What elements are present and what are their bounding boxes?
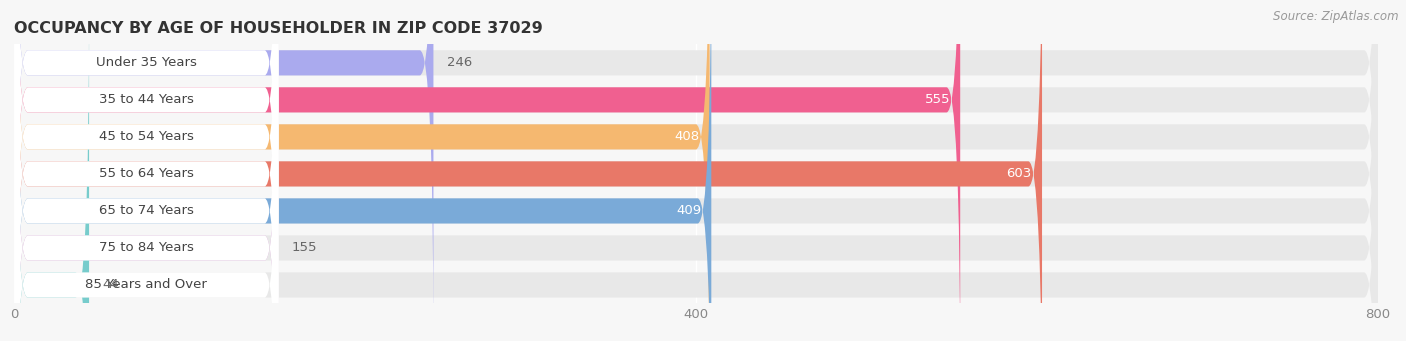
Text: 246: 246 <box>447 56 472 69</box>
Text: 85 Years and Over: 85 Years and Over <box>86 279 207 292</box>
FancyBboxPatch shape <box>14 0 1378 341</box>
Text: 409: 409 <box>676 205 702 218</box>
Text: Under 35 Years: Under 35 Years <box>96 56 197 69</box>
FancyBboxPatch shape <box>14 0 278 341</box>
FancyBboxPatch shape <box>14 1 1378 341</box>
Text: 45 to 54 Years: 45 to 54 Years <box>98 130 194 143</box>
FancyBboxPatch shape <box>14 1 278 341</box>
FancyBboxPatch shape <box>14 0 278 341</box>
Text: 44: 44 <box>103 279 120 292</box>
FancyBboxPatch shape <box>14 0 1378 341</box>
Text: 155: 155 <box>292 241 318 254</box>
FancyBboxPatch shape <box>14 0 1378 341</box>
Text: Source: ZipAtlas.com: Source: ZipAtlas.com <box>1274 10 1399 23</box>
FancyBboxPatch shape <box>14 0 711 341</box>
FancyBboxPatch shape <box>14 0 278 341</box>
FancyBboxPatch shape <box>14 0 278 341</box>
FancyBboxPatch shape <box>14 0 1378 341</box>
FancyBboxPatch shape <box>14 0 960 341</box>
Text: 408: 408 <box>675 130 699 143</box>
FancyBboxPatch shape <box>14 0 1378 341</box>
FancyBboxPatch shape <box>14 0 278 341</box>
FancyBboxPatch shape <box>14 0 1042 341</box>
FancyBboxPatch shape <box>14 1 89 341</box>
Text: 35 to 44 Years: 35 to 44 Years <box>98 93 194 106</box>
Text: 55 to 64 Years: 55 to 64 Years <box>98 167 194 180</box>
Text: 603: 603 <box>1007 167 1032 180</box>
FancyBboxPatch shape <box>14 0 433 341</box>
Text: 65 to 74 Years: 65 to 74 Years <box>98 205 194 218</box>
FancyBboxPatch shape <box>14 0 1378 341</box>
Text: OCCUPANCY BY AGE OF HOUSEHOLDER IN ZIP CODE 37029: OCCUPANCY BY AGE OF HOUSEHOLDER IN ZIP C… <box>14 21 543 36</box>
FancyBboxPatch shape <box>14 0 278 341</box>
FancyBboxPatch shape <box>14 0 278 341</box>
Text: 75 to 84 Years: 75 to 84 Years <box>98 241 194 254</box>
FancyBboxPatch shape <box>14 0 710 341</box>
Text: 555: 555 <box>925 93 950 106</box>
